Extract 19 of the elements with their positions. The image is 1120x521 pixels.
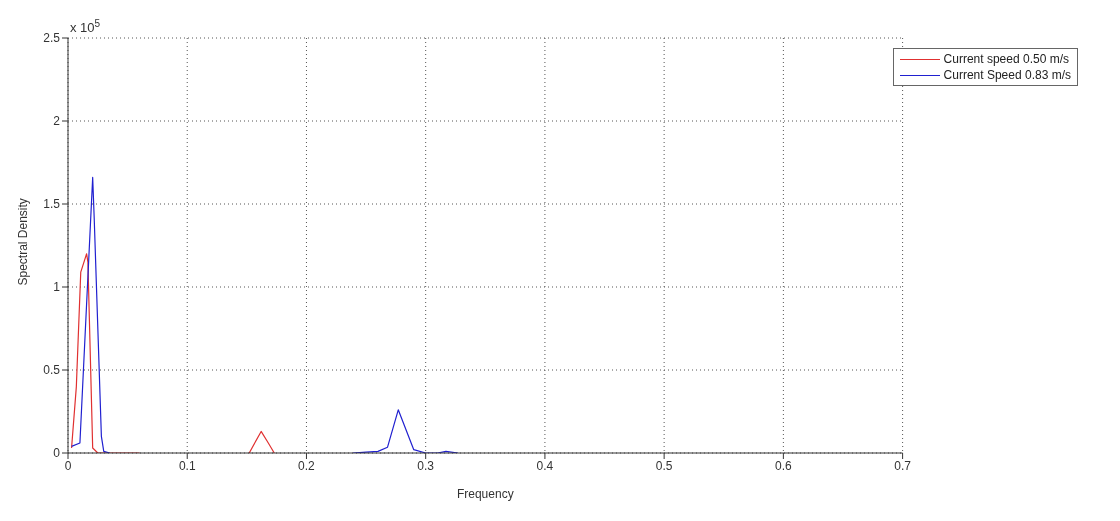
x-axis-title: Frequency [456, 487, 514, 501]
y-tick-label: 0.5 [43, 363, 61, 378]
y-tick-label: 0 [53, 446, 61, 461]
x-tick-label: 0 [64, 458, 72, 473]
y-tick-label: 2 [53, 114, 61, 129]
x-tick-label: 0.2 [298, 458, 316, 473]
x-tick-label: 0.4 [536, 458, 554, 473]
y-tick-label: 1 [53, 280, 61, 295]
y-tick-label: 2.5 [43, 31, 61, 46]
legend-label: Current speed 0.50 m/s [943, 51, 1069, 67]
legend-label: Current Speed 0.83 m/s [943, 67, 1071, 83]
x-tick-label: 0.1 [178, 458, 196, 473]
x-tick-label: 0.7 [894, 458, 912, 473]
text: x 10$^{5}$ [70, 17, 101, 35]
x-tick-label: 0.6 [775, 458, 793, 473]
y-tick-label: 1.5 [43, 197, 61, 212]
x-tick-label: 0.5 [655, 458, 673, 473]
x-tick-label: 0.3 [417, 458, 435, 473]
y-axis-title: Spectral Density [16, 198, 31, 286]
